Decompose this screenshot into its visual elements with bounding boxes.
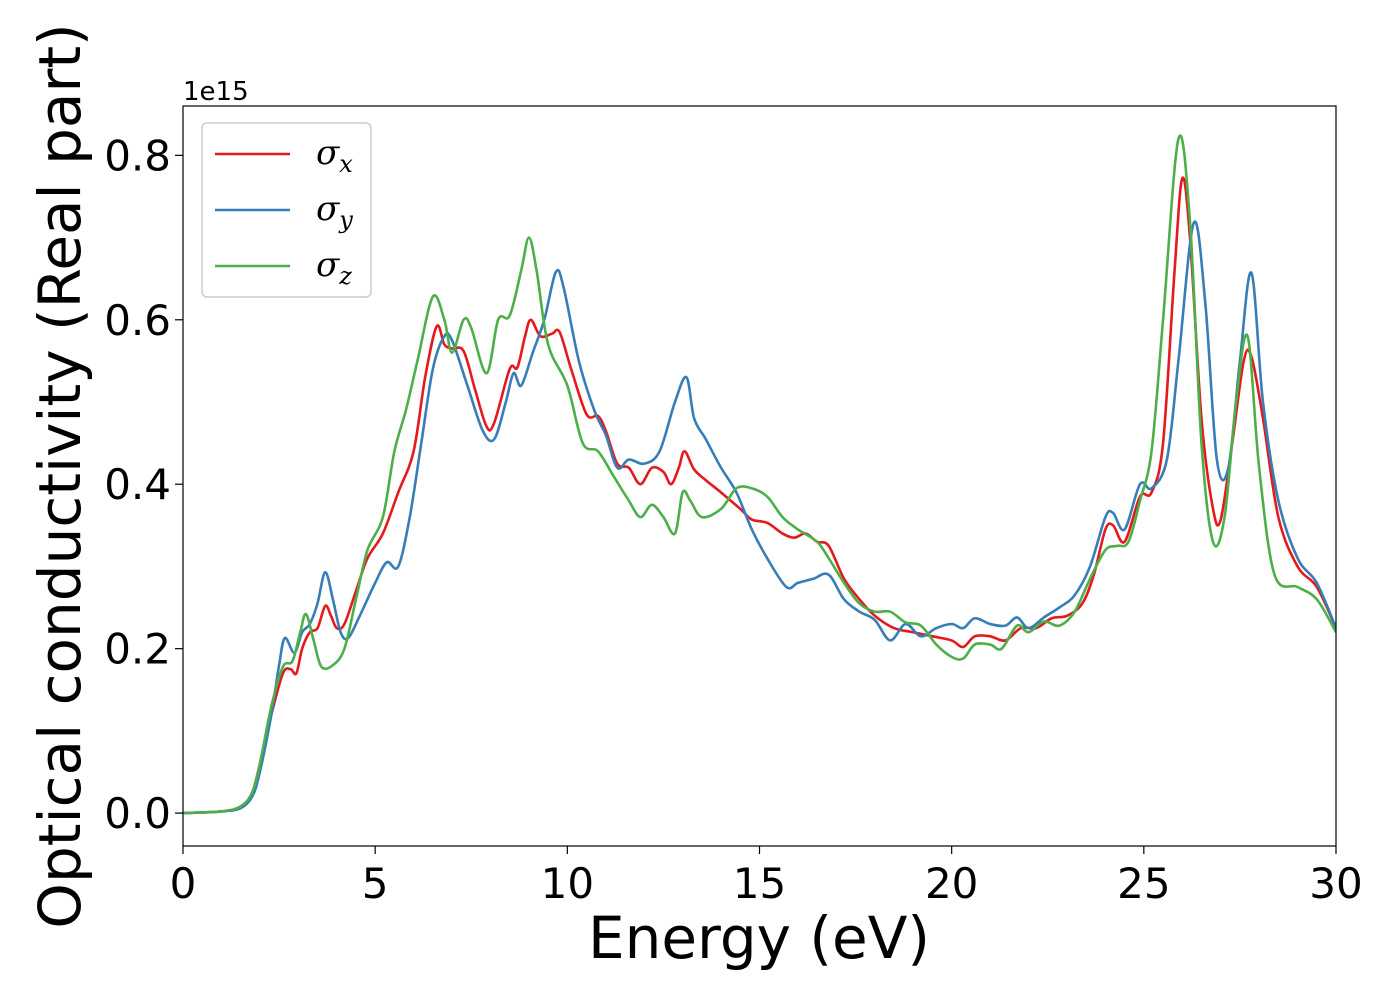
x-tick-label: 20 (925, 859, 978, 908)
x-tick-label: 5 (362, 859, 389, 908)
y-tick-label: 0.2 (104, 625, 171, 674)
x-tick-label: 10 (541, 859, 594, 908)
y-axis-label: Optical conductivity (Real part) (26, 23, 94, 928)
legend-label-sigma-y: σy (316, 189, 353, 234)
series-line-sigma-y (183, 220, 1336, 815)
x-axis-label: Energy (eV) (588, 904, 930, 972)
series-line-sigma-z (183, 134, 1336, 815)
y-axis-ticks: 0.0 0.2 0.4 0.6 0.8 (104, 131, 183, 838)
x-tick-label: 30 (1309, 859, 1362, 908)
y-tick-label: 0.8 (104, 131, 171, 180)
x-tick-label: 25 (1117, 859, 1170, 908)
y-tick-label: 0.4 (104, 460, 171, 509)
series-lines (183, 134, 1336, 815)
plot-background (183, 106, 1336, 846)
y-tick-label: 0.6 (104, 296, 171, 345)
x-tick-label: 0 (170, 859, 197, 908)
x-axis-ticks: 0 5 10 15 20 25 30 (170, 846, 1363, 908)
x-tick-label: 15 (733, 859, 786, 908)
legend-label-sigma-x: σx (316, 133, 353, 178)
legend-label-sigma-z: σz (316, 245, 352, 290)
y-tick-label: 0.0 (104, 789, 171, 838)
legend: σx σy σz (201, 122, 372, 298)
y-offset-label: 1e15 (183, 77, 249, 107)
